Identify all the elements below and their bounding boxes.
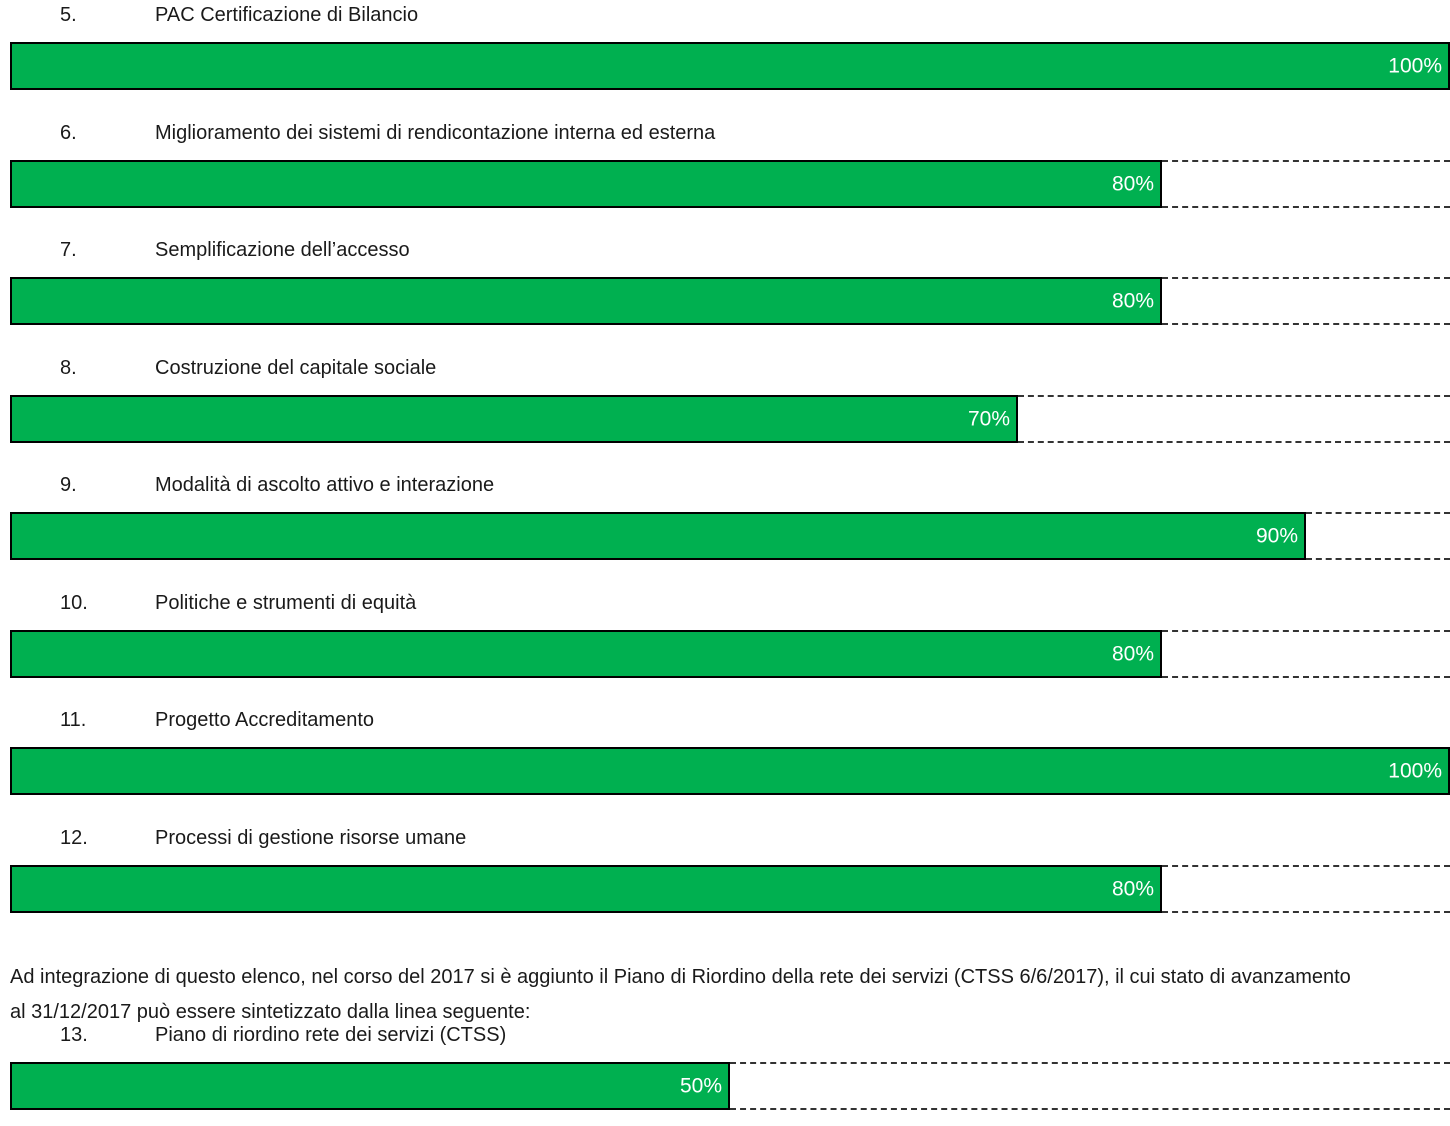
progress-track: 80% [10,277,1450,325]
progress-bar: 50% [10,1062,730,1110]
item-number: 12. [60,826,88,849]
item-number: 8. [60,356,77,379]
progress-bar: 90% [10,512,1306,560]
intro-paragraph: Ad integrazione di questo elenco, nel co… [10,966,1351,1023]
track-dash-top [1306,512,1450,514]
progress-item-5: 5. PAC Certificazione di Bilancio 100% [0,0,1450,100]
progress-item-12: 12. Processi di gestione risorse umane 80% [0,823,1450,923]
progress-percent: 80% [1111,877,1154,900]
progress-percent: 100% [1388,759,1442,783]
item-title: Costruzione del capitale sociale [155,356,437,379]
item-title: Processi di gestione risorse umane [155,826,467,849]
track-dash-top [1162,864,1450,867]
item-number: 9. [60,474,77,496]
item-title: PAC Certificazione di Bilancio [155,4,419,26]
item-title: Modalità di ascolto attivo e interazione [155,474,495,496]
track-dash-top [1162,159,1450,162]
track-dash-bottom [730,1108,1450,1110]
progress-bar: 80% [10,864,1162,913]
progress-track: 80% [10,864,1450,913]
item-number: 10. [60,591,88,614]
progress-bar: 80% [10,629,1162,678]
progress-item-11: 11. Progetto Accreditamento 100% [0,705,1450,805]
progress-track: 100% [10,747,1450,795]
track-dash-bottom [1162,205,1450,208]
item-title: Semplificazione dell’accesso [155,239,410,261]
progress-track: 70% [10,394,1450,443]
progress-track: 100% [10,42,1450,90]
track-dash-top [1162,629,1450,632]
progress-bar: 100% [10,747,1450,795]
progress-bar: 80% [10,159,1162,208]
progress-item-8: 8. Costruzione del capitale sociale 70% [0,353,1450,453]
progress-percent: 80% [1111,172,1154,195]
progress-bar: 70% [10,394,1018,443]
progress-percent: 70% [967,407,1010,430]
item-title: Progetto Accreditamento [155,709,375,731]
track-dash-top [1018,394,1450,397]
progress-percent: 100% [1388,54,1442,78]
item-title: Miglioramento dei sistemi di rendicontaz… [155,121,716,144]
progress-item-6: 6. Miglioramento dei sistemi di rendicont… [0,118,1450,218]
progress-item-13: 13. Piano di riordino rete dei servizi (… [0,1020,1450,1120]
item-number: 7. [60,239,77,261]
progress-track: 80% [10,629,1450,678]
progress-percent: 50% [679,1074,722,1098]
progress-track: 90% [10,512,1450,560]
progress-percent: 80% [1111,642,1154,665]
item-number: 13. [60,1024,88,1046]
track-dash-bottom [1162,675,1450,678]
progress-bar: 80% [10,277,1162,325]
progress-item-9: 9. Modalità di ascolto attivo e interazio… [0,470,1450,570]
track-dash-bottom [1306,558,1450,560]
item-title: Piano di riordino rete dei servizi (CTSS… [155,1024,507,1046]
progress-track: 80% [10,159,1450,208]
progress-percent: 80% [1111,289,1154,313]
progress-item-7: 7. Semplificazione dell’accesso 80% [0,235,1450,335]
progress-bar: 100% [10,42,1450,90]
track-dash-top [1162,277,1450,279]
item-number: 6. [60,121,77,144]
item-number: 11. [60,709,87,731]
progress-track: 50% [10,1062,1450,1110]
track-dash-bottom [1162,910,1450,913]
track-dash-bottom [1162,323,1450,325]
track-dash-bottom [1018,440,1450,443]
track-dash-top [730,1062,1450,1064]
progress-item-10: 10. Politiche e strumenti di equità 80% [0,588,1450,688]
item-number: 5. [60,4,77,26]
item-title: Politiche e strumenti di equità [155,591,417,614]
progress-percent: 90% [1255,524,1298,548]
